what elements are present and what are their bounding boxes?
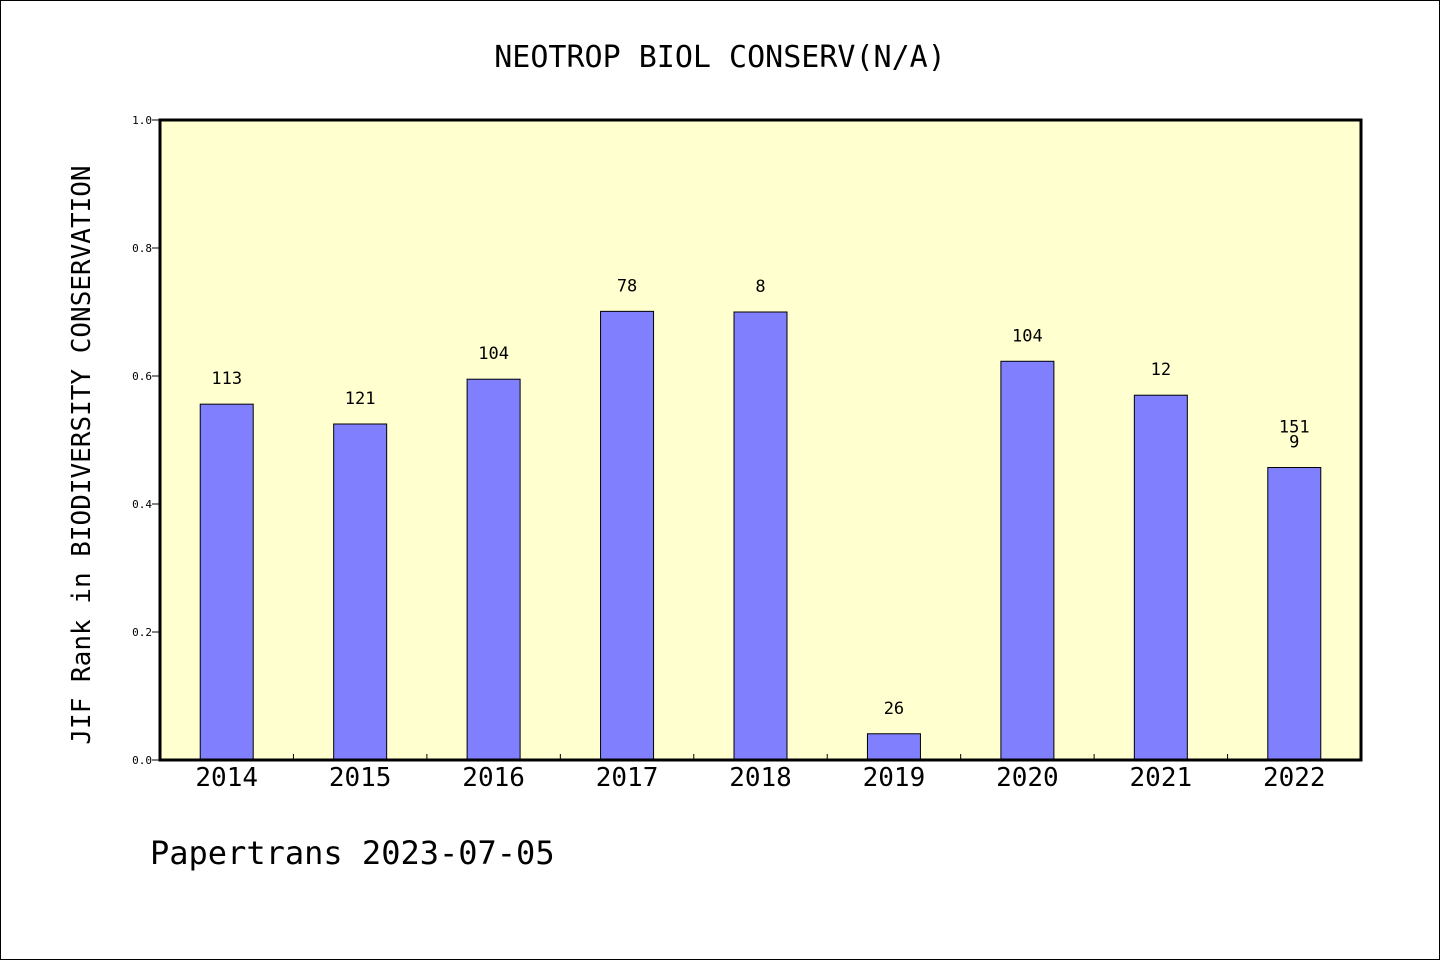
y-axis-label: JIF Rank in BIODIVERSITY CONSERVATION <box>67 165 97 744</box>
x-tick-label: 2016 <box>462 763 525 793</box>
bar-2017 <box>600 310 655 761</box>
y-axis-ticks: 0.0 0.2 0.4 0.6 0.8 1.0 <box>132 114 160 767</box>
data-label-2021: 12 <box>1151 360 1171 380</box>
y-tick-label: 1.0 <box>132 114 152 127</box>
x-tick-label: 2020 <box>996 763 1059 793</box>
plot-border <box>158 118 1363 762</box>
data-label-2016: 104 <box>478 344 509 364</box>
x-tick-label: 2021 <box>1130 763 1193 793</box>
y-tick-label: 0.4 <box>132 498 152 511</box>
chart-title: NEOTROP BIOL CONSERV(N/A) <box>494 40 946 75</box>
data-label-2022: 151 <box>1279 418 1310 438</box>
x-tick-label: 2015 <box>329 763 392 793</box>
bar-2014 <box>199 403 254 761</box>
bar-2022 <box>1267 467 1322 761</box>
x-tick-label: 2019 <box>863 763 926 793</box>
data-label-2014: 113 <box>211 369 242 389</box>
y-tick-label: 0.8 <box>132 242 152 255</box>
bar-2018 <box>733 311 788 761</box>
bars <box>199 310 1322 761</box>
data-label-2015: 121 <box>345 389 376 409</box>
x-tick-label: 2017 <box>596 763 659 793</box>
y-tick-label: 0.0 <box>132 754 152 767</box>
bar-2016 <box>466 378 521 761</box>
bar-2020 <box>1000 360 1055 761</box>
x-tick-label: 2018 <box>729 763 792 793</box>
bar-2015 <box>333 423 388 761</box>
x-axis-ticks: 2014 2015 2016 2017 2018 2019 2020 2021 2022 <box>195 754 1326 793</box>
x-tick-label: 2022 <box>1263 763 1326 793</box>
footer-credit: Papertrans 2023-07-05 <box>150 834 555 872</box>
bar-2019 <box>866 733 921 761</box>
x-tick-label: 2014 <box>195 763 258 793</box>
y-tick-label: 0.6 <box>132 370 152 383</box>
data-label-2019: 26 <box>884 699 904 719</box>
bar-2021 <box>1133 394 1188 761</box>
data-label-2020: 104 <box>1012 326 1043 346</box>
y-tick-label: 0.2 <box>132 626 152 639</box>
data-label-2017: 78 <box>617 276 637 296</box>
data-label-2022: 9 <box>1289 433 1299 453</box>
data-label-2018: 8 <box>755 277 765 297</box>
